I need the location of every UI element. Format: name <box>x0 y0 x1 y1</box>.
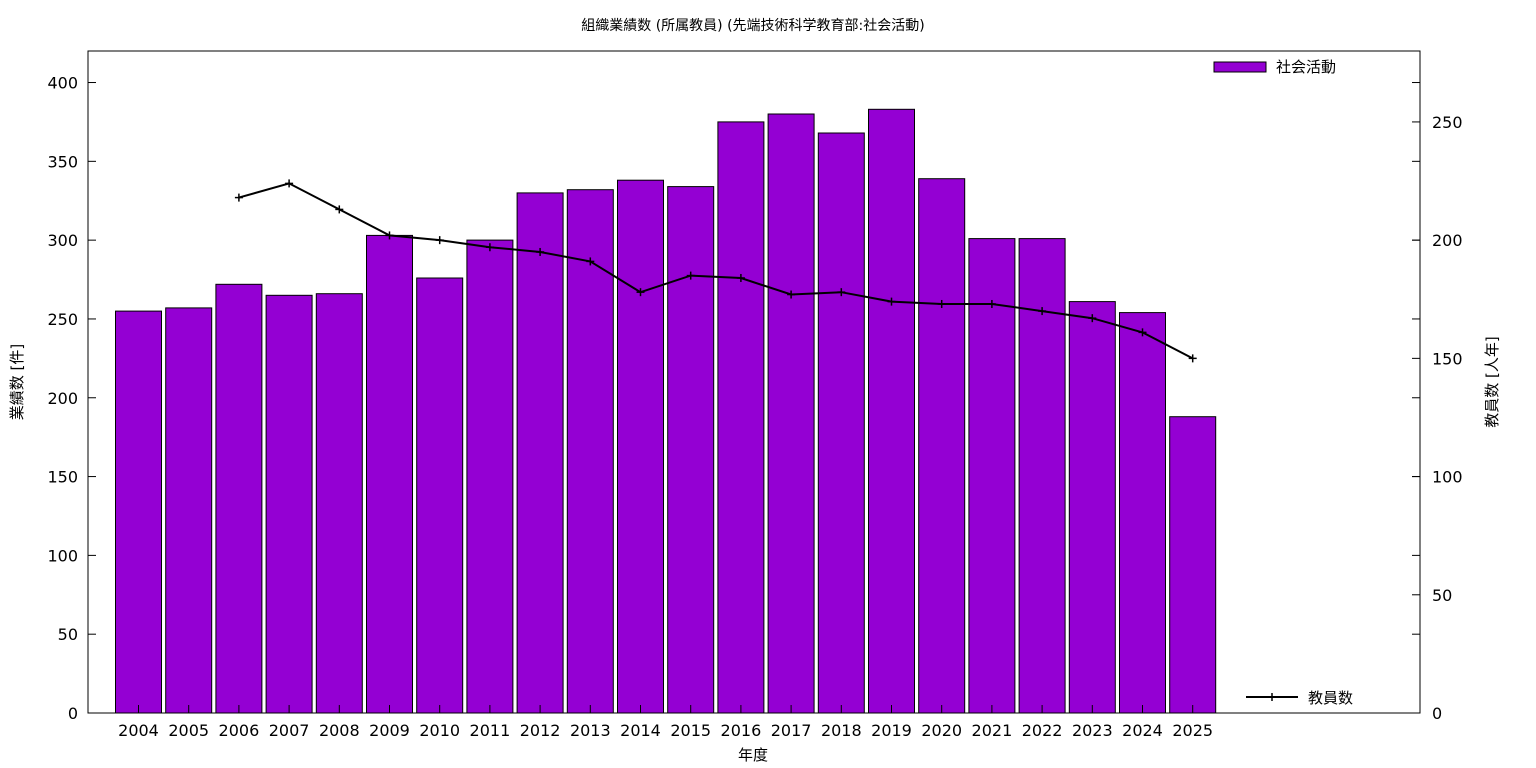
y-tick-label: 100 <box>47 546 78 565</box>
x-tick-label-2007: 2007 <box>269 721 310 740</box>
bar-2013 <box>566 189 614 714</box>
bar-2014 <box>617 179 664 714</box>
line-point-2014 <box>636 288 645 297</box>
y2-tick-label: 200 <box>1432 231 1463 250</box>
line-point-2020 <box>937 299 946 308</box>
legend-bar: 社会活動 <box>1213 58 1336 76</box>
y-axis-title: 業績数 [件] <box>8 344 26 420</box>
bar-2008 <box>315 293 363 714</box>
y2-tick-label: 50 <box>1432 586 1452 605</box>
y2-axis-ticks: 0 50 100 150 200 250 <box>1412 113 1463 723</box>
x-tick-label-2004: 2004 <box>118 721 159 740</box>
bar-2009 <box>366 234 413 714</box>
bar-2019 <box>868 108 915 714</box>
x-tick-label-2015: 2015 <box>670 721 711 740</box>
x-tick-label-2009: 2009 <box>369 721 410 740</box>
line-point-2011 <box>485 243 494 252</box>
legend-line-label: 教員数 <box>1308 689 1353 707</box>
x-tick-label-2024: 2024 <box>1122 721 1163 740</box>
legend-line: 教員数 <box>1246 689 1353 707</box>
line-point-2016 <box>736 273 745 282</box>
bar-2015 <box>667 186 715 714</box>
x-tick-label-2017: 2017 <box>771 721 812 740</box>
line-point-2022 <box>1038 307 1047 316</box>
line-point-2009 <box>385 231 394 240</box>
bar-2025 <box>1169 416 1217 714</box>
legend-bar-label: 社会活動 <box>1276 58 1336 76</box>
line-point-2015 <box>686 271 695 280</box>
legend-bar-swatch <box>1213 61 1267 73</box>
bar-2010 <box>416 277 464 714</box>
bar-2007 <box>265 294 313 714</box>
line-point-2023 <box>1088 314 1097 323</box>
y-tick-label: 50 <box>58 625 78 644</box>
line-point-2021 <box>987 299 996 308</box>
x-tick-label-2023: 2023 <box>1072 721 1113 740</box>
line-point-2019 <box>887 297 896 306</box>
line-point-2025 <box>1188 354 1197 363</box>
y-axis-ticks: 0 50 100 150 200 250 300 350 400 <box>47 74 1420 723</box>
bar-2005 <box>165 307 213 714</box>
x-tick-label-2010: 2010 <box>419 721 460 740</box>
x-tick-label-2005: 2005 <box>168 721 209 740</box>
line-point-2007 <box>285 179 294 188</box>
y-tick-label: 150 <box>47 468 78 487</box>
x-tick-label-2008: 2008 <box>319 721 360 740</box>
y-tick-label: 400 <box>47 74 78 93</box>
bar-2006 <box>215 283 263 714</box>
bar-2012 <box>516 192 564 714</box>
y2-axis-title: 教員数 [人年] <box>1483 336 1501 427</box>
y2-tick-label: 150 <box>1432 349 1463 368</box>
y-tick-label: 0 <box>68 704 78 723</box>
line-point-2017 <box>787 290 796 299</box>
bar-2017 <box>767 113 815 714</box>
bar-2024 <box>1119 312 1166 714</box>
bar-2023 <box>1068 301 1116 714</box>
line-path <box>238 182 1194 360</box>
bar-2021 <box>968 238 1016 714</box>
line-series <box>234 179 1197 363</box>
x-tick-label-2019: 2019 <box>871 721 912 740</box>
x-tick-label-2013: 2013 <box>570 721 611 740</box>
line-point-2008 <box>335 205 344 214</box>
x-tick-label-2025: 2025 <box>1172 721 1213 740</box>
line-point-2013 <box>586 257 595 266</box>
line-point-2012 <box>536 247 545 256</box>
bar-2016 <box>717 121 765 714</box>
bar-2004 <box>115 310 162 714</box>
y-tick-label: 350 <box>47 152 78 171</box>
y2-tick-label: 100 <box>1432 468 1463 487</box>
y-tick-label: 200 <box>47 389 78 408</box>
x-tick-label-2011: 2011 <box>470 721 511 740</box>
line-point-2018 <box>837 288 846 297</box>
line-point-2024 <box>1138 328 1147 337</box>
bar-series <box>115 108 1217 714</box>
y-tick-label: 300 <box>47 231 78 250</box>
x-tick-label-2016: 2016 <box>721 721 762 740</box>
x-tick-label-2021: 2021 <box>972 721 1013 740</box>
x-tick-label-2012: 2012 <box>520 721 561 740</box>
x-tick-label-2022: 2022 <box>1022 721 1063 740</box>
x-axis-title: 年度 <box>738 746 768 764</box>
x-tick-label-2014: 2014 <box>620 721 661 740</box>
bar-2020 <box>918 178 966 714</box>
bar-2018 <box>817 132 865 714</box>
y-tick-label: 250 <box>47 310 78 329</box>
x-tick-label-2018: 2018 <box>821 721 862 740</box>
bar-2022 <box>1018 238 1066 714</box>
plot-frame <box>87 50 1421 714</box>
line-point-2006 <box>234 193 243 202</box>
y2-tick-label: 250 <box>1432 113 1463 132</box>
y2-tick-label: 0 <box>1432 704 1442 723</box>
x-tick-label-2006: 2006 <box>219 721 260 740</box>
line-point-2010 <box>435 236 444 245</box>
x-axis-ticks: 2004 2005 2006 2007 2008 2009 2010 2011 2012 2013… <box>118 705 1213 740</box>
x-tick-label-2020: 2020 <box>921 721 962 740</box>
chart-title: 組織業績数 (所属教員) (先端技術科学教育部:社会活動) <box>581 18 924 34</box>
bar-2011 <box>466 239 514 714</box>
